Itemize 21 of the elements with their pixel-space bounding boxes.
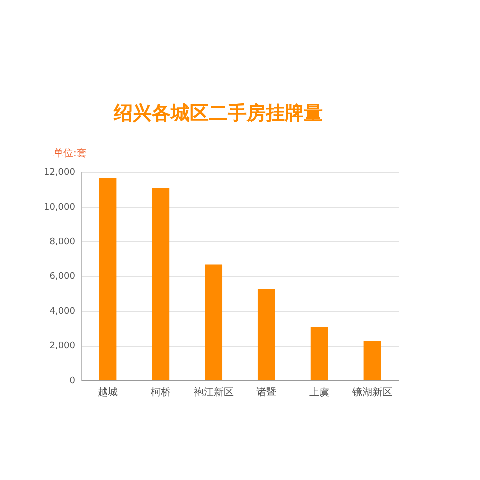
bar bbox=[99, 178, 117, 380]
y-tick-label: 10,000 bbox=[44, 202, 76, 213]
x-tick-label: 袍江新区 bbox=[194, 386, 234, 399]
y-tick-label: 6,000 bbox=[50, 272, 76, 282]
x-tick-label: 越城 bbox=[98, 386, 118, 399]
y-tick-label: 2,000 bbox=[50, 342, 76, 352]
y-axis-title: 单位:套 bbox=[53, 147, 87, 160]
chart-title: 绍兴各城区二手房挂牌量 bbox=[113, 102, 323, 124]
bar bbox=[310, 327, 328, 380]
x-tick-label: 上虞 bbox=[310, 386, 330, 399]
bar bbox=[258, 289, 276, 380]
y-tick-label: 8,000 bbox=[50, 238, 76, 248]
bar bbox=[364, 341, 382, 380]
x-tick-label: 诸暨 bbox=[256, 386, 277, 399]
bar bbox=[152, 188, 170, 380]
y-tick-label: 4,000 bbox=[50, 306, 76, 317]
x-tick-label: 镜湖新区 bbox=[352, 386, 393, 399]
x-tick-label: 柯桥 bbox=[150, 386, 171, 399]
bar bbox=[205, 264, 223, 380]
y-tick-label: 12,000 bbox=[44, 168, 76, 178]
y-tick-label: 0 bbox=[70, 376, 76, 386]
